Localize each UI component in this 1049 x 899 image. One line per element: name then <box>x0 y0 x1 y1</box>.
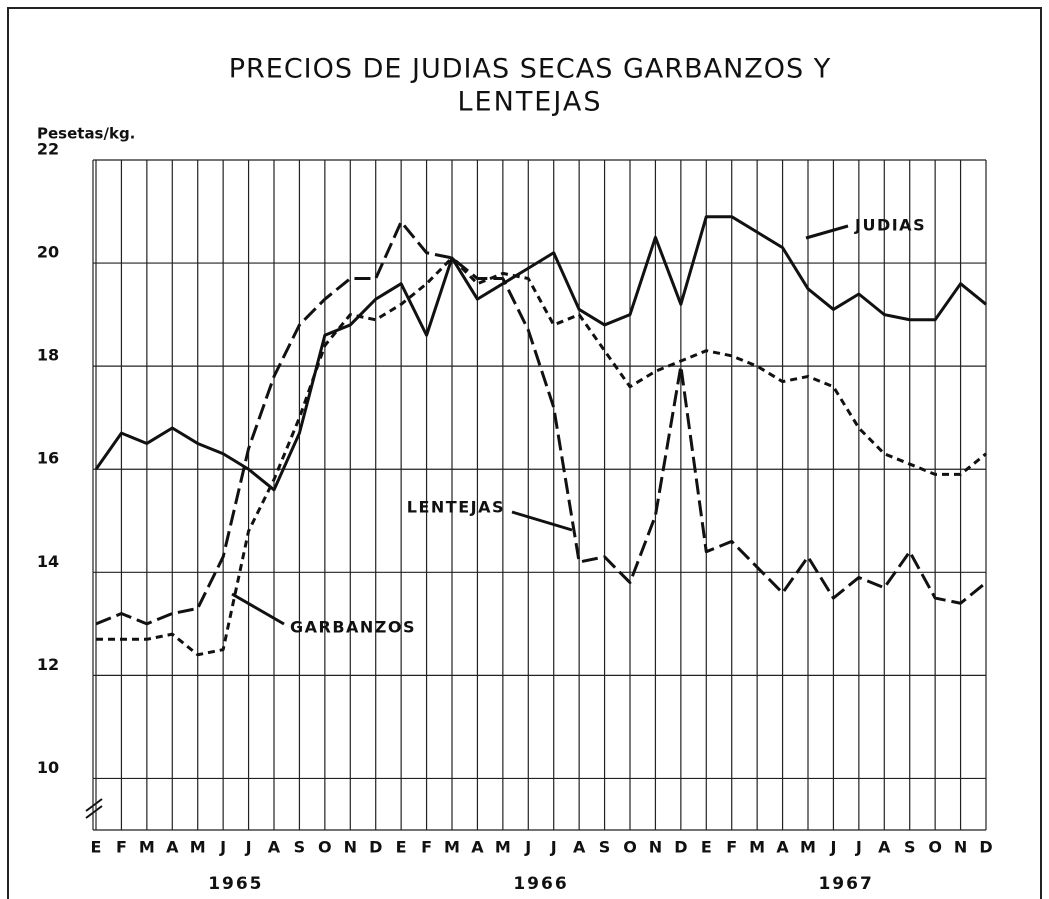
series-label: LENTEJAS <box>407 498 505 517</box>
x-group-label: 1966 <box>513 874 568 894</box>
x-tick-label: A <box>268 838 281 857</box>
x-tick-label: S <box>904 838 916 857</box>
y-tick-label: 22 <box>37 140 59 159</box>
x-tick-label: A <box>878 838 891 857</box>
x-tick-label: D <box>369 838 382 857</box>
x-tick-label: J <box>855 838 862 857</box>
axis-break <box>85 798 103 819</box>
series-line <box>95 220 987 626</box>
x-tick-label: J <box>219 838 226 857</box>
x-tick-label: N <box>954 838 967 857</box>
x-tick-label: F <box>421 838 432 857</box>
x-group-label: 1965 <box>208 874 263 894</box>
y-tick-label: 20 <box>37 243 59 262</box>
y-tick-label: 18 <box>37 346 59 365</box>
series-line <box>96 256 987 657</box>
frame <box>7 7 1042 899</box>
y-tick-label: 12 <box>37 655 59 674</box>
label-leader <box>511 510 573 532</box>
x-tick-label: O <box>318 838 332 857</box>
series-line <box>94 215 987 492</box>
x-tick-label: A <box>471 838 484 857</box>
x-tick-label: O <box>928 838 942 857</box>
y-tick-label: 16 <box>37 449 59 468</box>
x-tick-label: A <box>166 838 179 857</box>
x-tick-label: M <box>749 838 765 857</box>
label-leader <box>805 224 849 240</box>
x-tick-label: J <box>524 838 531 857</box>
x-tick-label: A <box>776 838 789 857</box>
x-tick-label: N <box>649 838 662 857</box>
x-tick-label: E <box>91 838 102 857</box>
x-tick-label: F <box>726 838 737 857</box>
series-label: JUDIAS <box>854 216 926 235</box>
x-tick-label: F <box>116 838 127 857</box>
x-group-label: 1967 <box>818 874 873 894</box>
y-axis-label: Pesetas/kg. <box>37 125 135 143</box>
x-tick-label: J <box>245 838 252 857</box>
x-tick-label: E <box>396 838 407 857</box>
x-tick-label: M <box>190 838 206 857</box>
chart-title: PRECIOS DE JUDIAS SECAS GARBANZOS Y <box>229 54 832 85</box>
x-tick-label: O <box>623 838 637 857</box>
label-leader <box>231 592 285 626</box>
series-label: GARBANZOS <box>290 618 416 637</box>
x-tick-label: J <box>829 838 836 857</box>
y-tick-label: 14 <box>37 552 59 571</box>
y-tick-label: 10 <box>37 758 59 777</box>
x-tick-label: D <box>674 838 687 857</box>
x-tick-label: S <box>599 838 611 857</box>
x-tick-label: M <box>139 838 155 857</box>
chart-title: LENTEJAS <box>458 87 603 118</box>
x-tick-label: N <box>344 838 357 857</box>
x-tick-label: M <box>444 838 460 857</box>
x-tick-label: A <box>573 838 586 857</box>
x-tick-label: D <box>979 838 992 857</box>
x-tick-label: S <box>294 838 306 857</box>
x-tick-label: E <box>701 838 712 857</box>
x-tick-label: J <box>550 838 557 857</box>
x-tick-label: M <box>800 838 816 857</box>
x-tick-label: M <box>495 838 511 857</box>
